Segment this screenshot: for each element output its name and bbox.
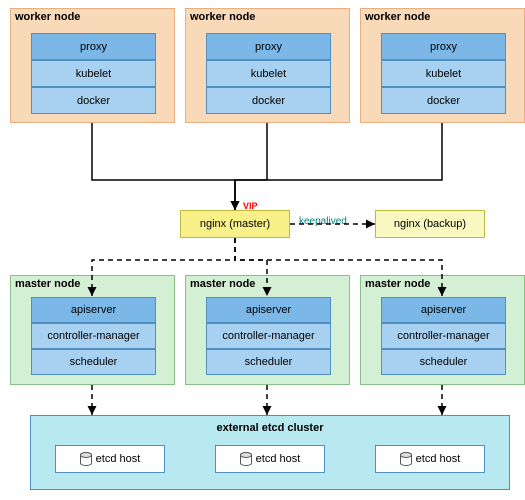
node-title: worker node (15, 11, 80, 23)
component-docker: docker (206, 87, 331, 114)
etcd-title: external etcd cluster (31, 422, 509, 434)
component-scheduler: scheduler (381, 349, 506, 375)
component-apiserver: apiserver (31, 297, 156, 323)
nginx-backup: nginx (backup) (375, 210, 485, 238)
database-icon (400, 452, 412, 466)
node-group: master node apiservercontroller-managersc… (10, 275, 175, 385)
component-apiserver: apiserver (206, 297, 331, 323)
node-group: master node apiservercontroller-managersc… (360, 275, 525, 385)
component-controller-manager: controller-manager (206, 323, 331, 349)
component-proxy: proxy (381, 33, 506, 60)
vip-label: VIP (243, 201, 258, 211)
node-title: master node (190, 278, 255, 290)
database-icon (240, 452, 252, 466)
node-group: worker node proxykubeletdocker (10, 8, 175, 123)
component-docker: docker (31, 87, 156, 114)
component-scheduler: scheduler (206, 349, 331, 375)
component-scheduler: scheduler (31, 349, 156, 375)
component-proxy: proxy (206, 33, 331, 60)
component-kubelet: kubelet (381, 60, 506, 87)
node-group: master node apiservercontroller-managersc… (185, 275, 350, 385)
node-title: worker node (365, 11, 430, 23)
component-kubelet: kubelet (31, 60, 156, 87)
etcd-host: etcd host (55, 445, 165, 473)
node-title: master node (365, 278, 430, 290)
keepalived-label: keepalived (299, 216, 347, 227)
node-title: master node (15, 278, 80, 290)
component-controller-manager: controller-manager (31, 323, 156, 349)
etcd-host: etcd host (375, 445, 485, 473)
nginx-master: nginx (master) (180, 210, 290, 238)
component-controller-manager: controller-manager (381, 323, 506, 349)
component-docker: docker (381, 87, 506, 114)
node-title: worker node (190, 11, 255, 23)
component-kubelet: kubelet (206, 60, 331, 87)
etcd-host-label: etcd host (416, 453, 461, 465)
etcd-host: etcd host (215, 445, 325, 473)
etcd-host-label: etcd host (96, 453, 141, 465)
node-group: worker node proxykubeletdocker (360, 8, 525, 123)
component-proxy: proxy (31, 33, 156, 60)
node-group: worker node proxykubeletdocker (185, 8, 350, 123)
etcd-host-label: etcd host (256, 453, 301, 465)
database-icon (80, 452, 92, 466)
component-apiserver: apiserver (381, 297, 506, 323)
